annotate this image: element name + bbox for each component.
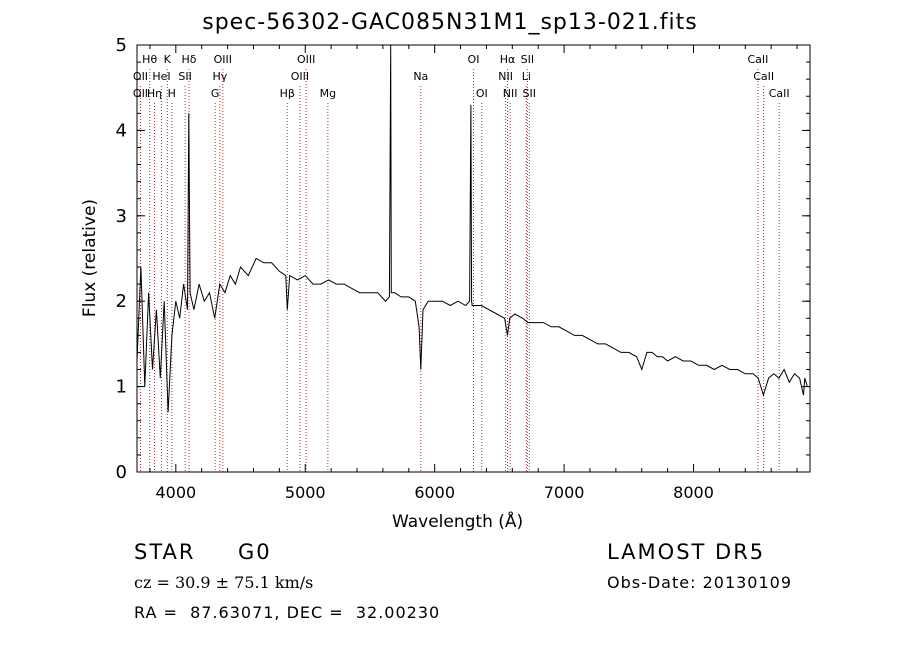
ra-dec: RA = 87.63071, DEC = 32.00230 bbox=[134, 603, 441, 622]
marker-label: OIII bbox=[214, 53, 232, 66]
marker-label: K bbox=[164, 53, 172, 66]
marker-label: Hβ bbox=[280, 87, 295, 100]
survey-name: LAMOST DR5 bbox=[607, 540, 766, 564]
object-class: STAR bbox=[134, 540, 196, 564]
y-tick-label: 0 bbox=[116, 462, 127, 483]
marker-label: Hγ bbox=[212, 70, 227, 83]
spectrum-line bbox=[136, 44, 808, 413]
y-tick-label: 3 bbox=[116, 206, 127, 227]
marker-label: OII bbox=[133, 70, 148, 83]
y-tick-label: 1 bbox=[116, 377, 127, 398]
marker-label: SII bbox=[523, 87, 536, 100]
marker-label: SII bbox=[521, 53, 534, 66]
marker-label: CaII bbox=[753, 70, 774, 83]
marker-label: Li bbox=[522, 70, 531, 83]
chart-title: spec-56302-GAC085N31M1_sp13-021.fits bbox=[202, 10, 698, 35]
marker-label: G bbox=[211, 87, 220, 100]
marker-label: NII bbox=[503, 87, 518, 100]
x-tick-label: 7000 bbox=[544, 483, 585, 502]
marker-label: HeI bbox=[152, 70, 170, 83]
x-tick-label: 4000 bbox=[155, 483, 196, 502]
object-subclass: G0 bbox=[238, 540, 272, 564]
marker-label: OI bbox=[476, 87, 488, 100]
marker-label: NII bbox=[498, 70, 513, 83]
marker-labels: Hθ K Hδ OIII OIII OI Hα SII CaII OII HeI SII Hγ OIII N… bbox=[133, 53, 790, 100]
observation-date: Obs-Date: 20130109 bbox=[607, 573, 793, 592]
marker-label: OIII bbox=[291, 70, 309, 83]
marker-label: Hδ bbox=[182, 53, 197, 66]
marker-label: Hα bbox=[500, 53, 516, 66]
line-markers bbox=[139, 69, 780, 472]
y-tick-label: 5 bbox=[116, 35, 127, 56]
plot-frame bbox=[136, 44, 811, 473]
x-axis-label: Wavelength (Å) bbox=[392, 512, 524, 532]
marker-label: OI bbox=[468, 53, 480, 66]
x-tick-label: 8000 bbox=[673, 483, 714, 502]
redshift-cz: cz = 30.9 ± 75.1 km/s bbox=[134, 573, 314, 592]
marker-label: Hη bbox=[147, 87, 162, 100]
marker-label: Na bbox=[413, 70, 428, 83]
y-tick-label: 2 bbox=[116, 291, 127, 312]
y-axis-label: Flux (relative) bbox=[80, 198, 100, 318]
marker-label: Mg bbox=[320, 87, 336, 100]
marker-label: OII bbox=[133, 87, 148, 100]
marker-label: CaII bbox=[769, 87, 790, 100]
marker-label: SII bbox=[178, 70, 191, 83]
marker-label: H bbox=[168, 87, 176, 100]
marker-label: OIII bbox=[297, 53, 315, 66]
y-tick-label: 4 bbox=[116, 120, 127, 141]
marker-label: Hθ bbox=[142, 53, 157, 66]
axis-ticks: 4000 5000 6000 7000 8000 0 1 2 3 4 5 bbox=[116, 35, 810, 502]
x-tick-label: 6000 bbox=[414, 483, 455, 502]
marker-label: CaII bbox=[748, 53, 769, 66]
x-tick-label: 5000 bbox=[285, 483, 326, 502]
